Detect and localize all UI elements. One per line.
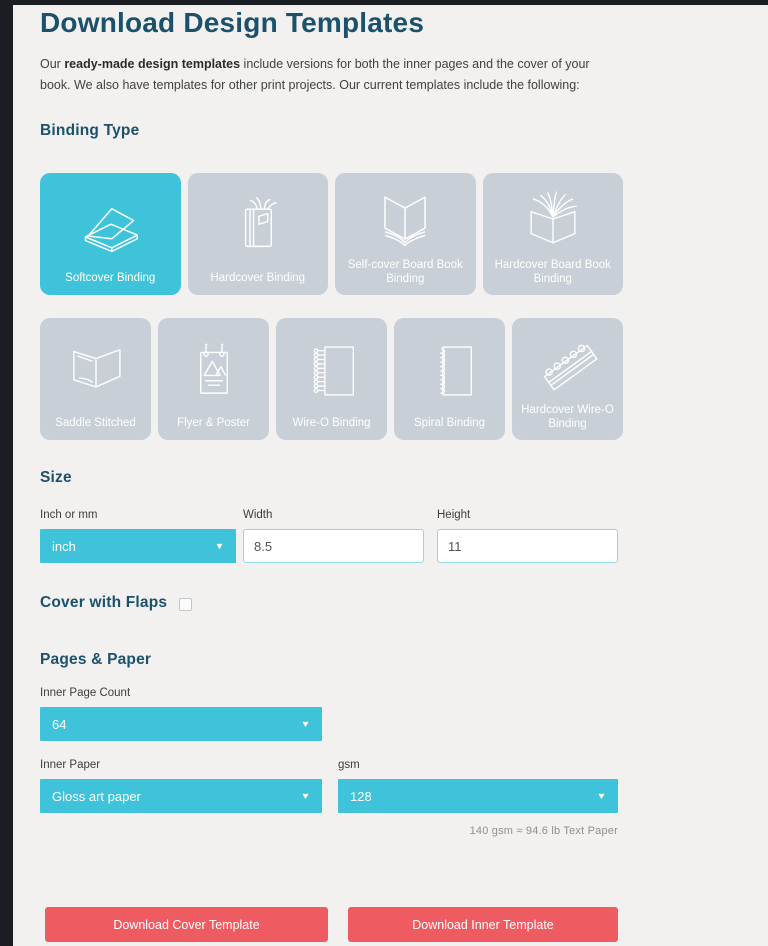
download-inner-template-button[interactable]: Download Inner Template bbox=[348, 907, 618, 943]
inner-page-count-value: 64 bbox=[52, 716, 67, 732]
binding-tile-hardcover[interactable]: Hardcover Binding bbox=[187, 173, 328, 296]
hardcover-book-icon bbox=[192, 181, 325, 271]
intro-paragraph: Our ready-made design templates include … bbox=[40, 54, 618, 95]
selfcover-board-book-icon bbox=[339, 181, 472, 257]
binding-tile-label: Spiral Binding bbox=[414, 417, 485, 430]
flyer-poster-icon bbox=[162, 326, 265, 416]
unit-label: Inch or mm bbox=[40, 509, 98, 522]
intro-suffix: include versions for both the inner page… bbox=[40, 57, 590, 92]
inner-page-count-select[interactable]: 64 ▼ bbox=[40, 707, 322, 742]
width-label: Width bbox=[243, 509, 273, 522]
gsm-label: gsm bbox=[338, 759, 360, 772]
saddle-stitched-icon bbox=[44, 326, 147, 416]
cover-with-flaps-checkbox[interactable] bbox=[179, 598, 193, 612]
softcover-book-icon bbox=[44, 181, 177, 271]
size-fields: Inch or mm inch ▼ Width Height bbox=[40, 509, 618, 564]
binding-tile-row-2: Saddle Stitched Flyer & Poster bbox=[40, 318, 623, 441]
binding-type-heading: Binding Type bbox=[40, 122, 140, 140]
binding-tile-spiral[interactable]: Spiral Binding bbox=[394, 318, 505, 441]
binding-tile-softcover[interactable]: Softcover Binding bbox=[40, 173, 181, 296]
paper-fields: Inner Paper Gloss art paper ▼ gsm 128 ▼ bbox=[40, 759, 618, 814]
binding-tile-label: Hardcover Board Book Binding bbox=[494, 258, 611, 285]
cover-with-flaps-heading: Cover with Flaps bbox=[40, 594, 618, 612]
inner-paper-value: Gloss art paper bbox=[52, 788, 141, 804]
download-cover-template-button[interactable]: Download Cover Template bbox=[45, 907, 328, 943]
intro-prefix: Our bbox=[40, 57, 65, 71]
chevron-down-icon: ▼ bbox=[300, 719, 311, 730]
spiral-notebook-icon bbox=[398, 326, 501, 416]
pages-paper-heading: Pages & Paper bbox=[40, 651, 152, 669]
binding-tile-flyer-poster[interactable]: Flyer & Poster bbox=[158, 318, 269, 441]
binding-tile-label: Saddle Stitched bbox=[55, 417, 136, 430]
binding-tile-label: Self-cover Board Book Binding bbox=[347, 258, 463, 285]
binding-tile-saddle-stitched[interactable]: Saddle Stitched bbox=[40, 318, 151, 441]
height-input[interactable] bbox=[437, 529, 618, 564]
size-heading: Size bbox=[40, 469, 72, 487]
download-buttons: Download Cover Template Download Inner T… bbox=[40, 907, 618, 943]
wire-o-notebook-icon bbox=[280, 326, 383, 416]
unit-select-value: inch bbox=[52, 538, 76, 554]
chevron-down-icon: ▼ bbox=[300, 791, 311, 802]
binding-tile-row-1: Softcover Binding Hardcover Binding bbox=[40, 173, 623, 296]
window-frame-top bbox=[0, 0, 768, 5]
page-title: Download Design Templates bbox=[40, 7, 425, 38]
binding-tile-label: Flyer & Poster bbox=[177, 417, 250, 430]
main-content: Download Design Templates Our ready-made… bbox=[40, 5, 623, 943]
inner-paper-select[interactable]: Gloss art paper ▼ bbox=[40, 779, 322, 814]
binding-tile-selfcover-board-book[interactable]: Self-cover Board Book Binding bbox=[335, 173, 476, 296]
window-frame-left bbox=[0, 0, 13, 946]
binding-tile-hardcover-board-book[interactable]: Hardcover Board Book Binding bbox=[482, 173, 623, 296]
height-label: Height bbox=[437, 509, 471, 522]
intro-bold: ready-made design templates bbox=[64, 57, 241, 71]
binding-tile-label: Softcover Binding bbox=[65, 272, 156, 285]
hardcover-wire-o-icon bbox=[516, 326, 619, 402]
binding-tile-label: Wire-O Binding bbox=[292, 417, 371, 430]
gsm-conversion-note: 140 gsm ≈ 94.6 lb Text Paper bbox=[469, 825, 618, 838]
chevron-down-icon: ▼ bbox=[214, 541, 225, 552]
gsm-select[interactable]: 128 ▼ bbox=[338, 779, 618, 814]
inner-paper-label: Inner Paper bbox=[40, 759, 101, 772]
chevron-down-icon: ▼ bbox=[596, 791, 607, 802]
inner-page-count-label: Inner Page Count bbox=[40, 687, 131, 700]
binding-tile-label: Hardcover Wire-O Binding bbox=[521, 403, 614, 430]
unit-select[interactable]: inch ▼ bbox=[40, 529, 236, 564]
gsm-value: 128 bbox=[350, 788, 372, 804]
binding-tile-hardcover-wire-o[interactable]: Hardcover Wire-O Binding bbox=[512, 318, 623, 441]
binding-tile-label: Hardcover Binding bbox=[210, 272, 306, 285]
hardcover-board-book-icon bbox=[487, 181, 620, 257]
binding-tile-wire-o[interactable]: Wire-O Binding bbox=[276, 318, 387, 441]
cover-with-flaps-label: Cover with Flaps bbox=[40, 594, 168, 612]
width-input[interactable] bbox=[243, 529, 424, 564]
